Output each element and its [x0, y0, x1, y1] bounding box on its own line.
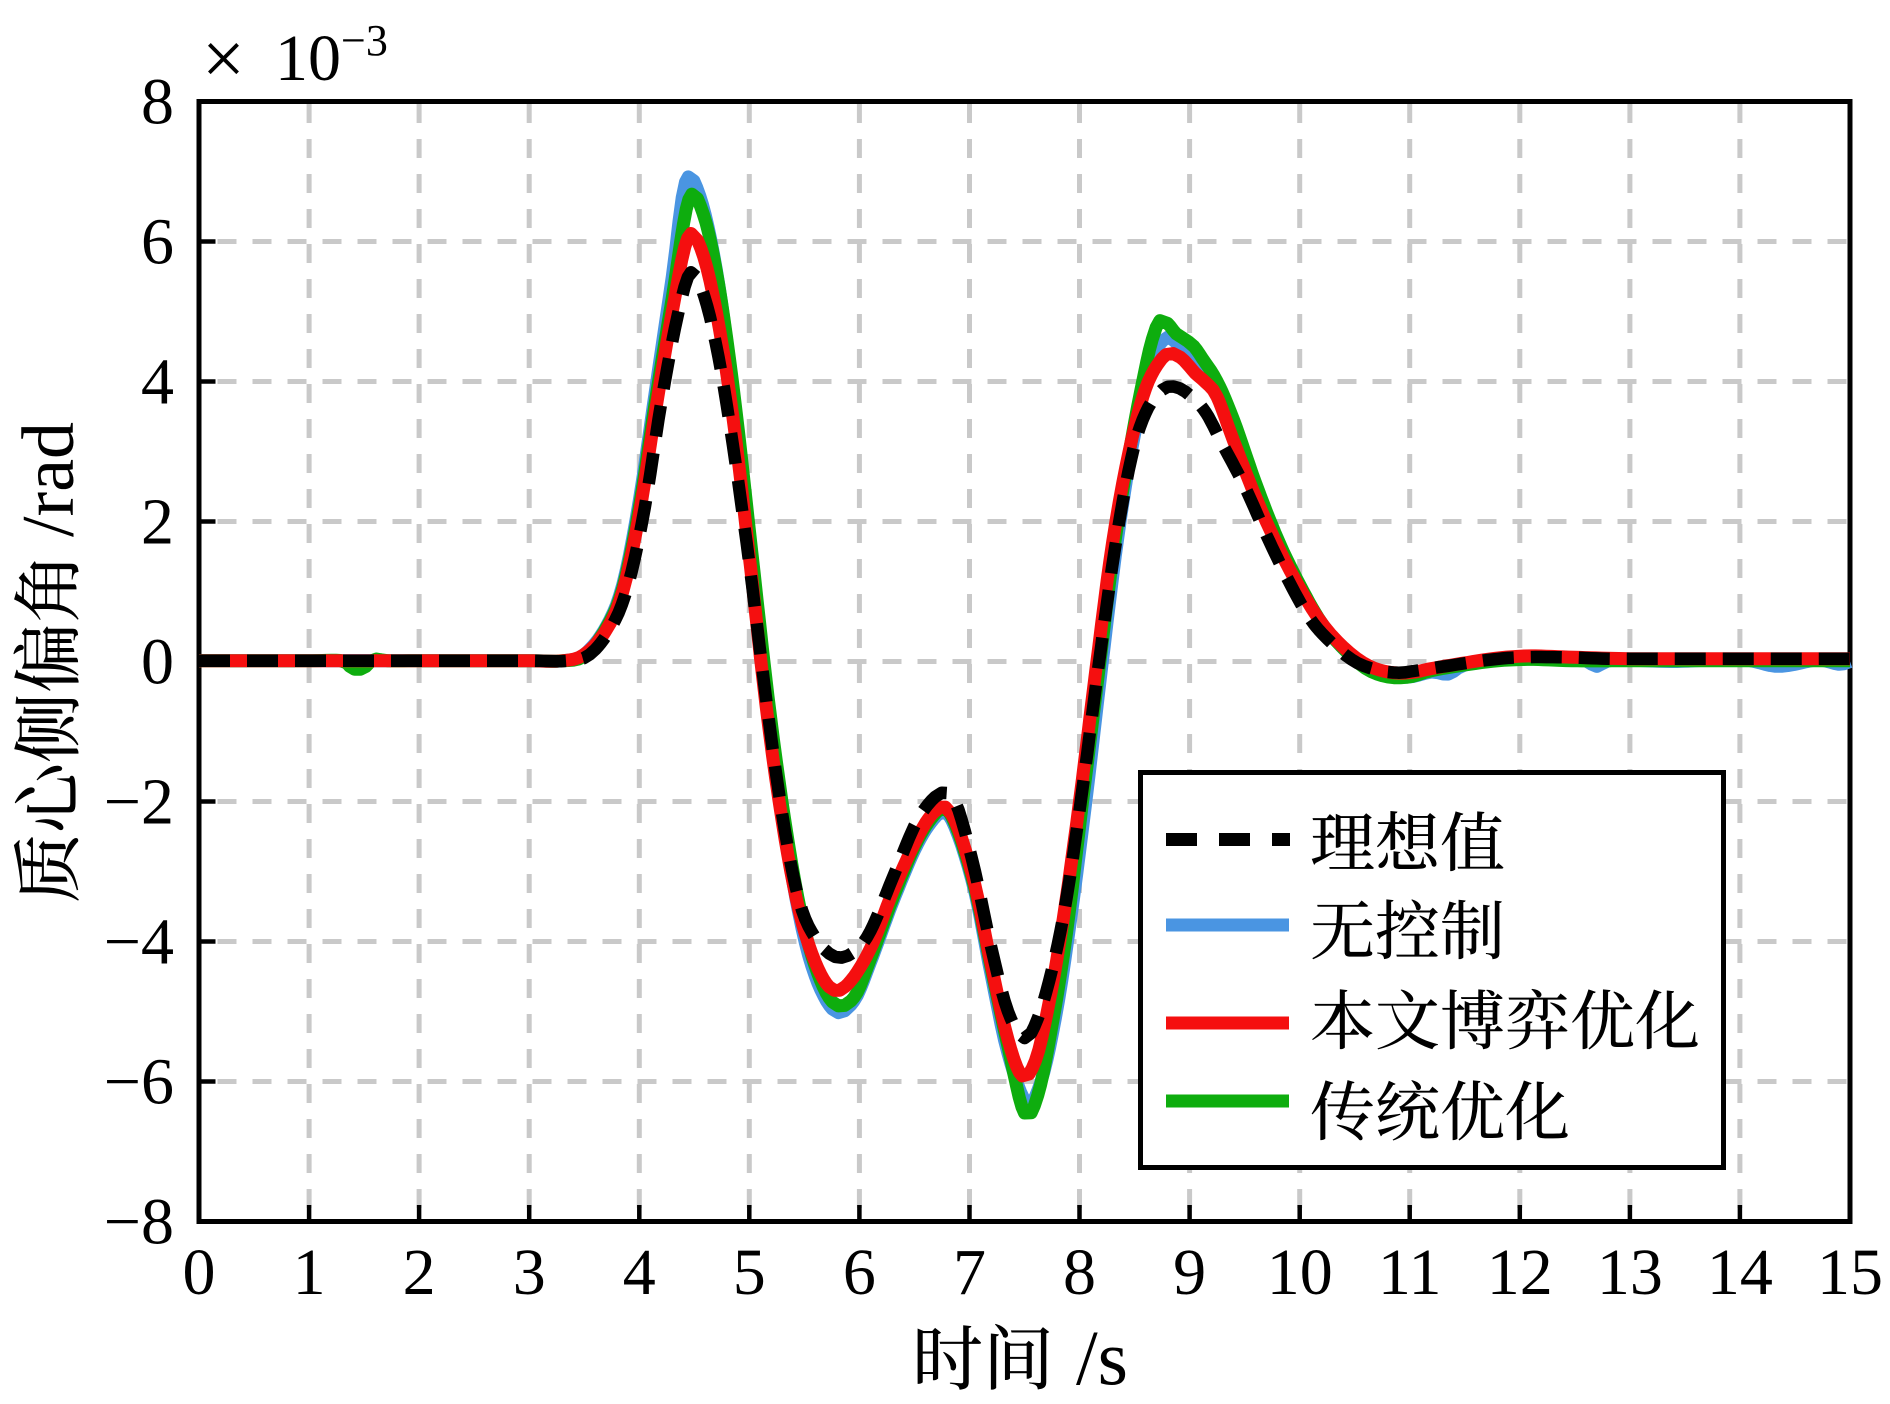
svg-text:10: 10 [1267, 1236, 1333, 1309]
svg-text:1: 1 [293, 1236, 326, 1309]
svg-text:9: 9 [1173, 1236, 1206, 1309]
svg-text:15: 15 [1817, 1236, 1883, 1309]
svg-text:5: 5 [733, 1236, 766, 1309]
svg-text:4: 4 [141, 346, 174, 419]
svg-text:2: 2 [403, 1236, 436, 1309]
svg-text:0: 0 [141, 626, 174, 699]
svg-text:6: 6 [141, 206, 174, 279]
svg-text:11: 11 [1378, 1236, 1442, 1309]
svg-text:−6: −6 [104, 1046, 174, 1119]
svg-text:3: 3 [513, 1236, 546, 1309]
svg-text:12: 12 [1487, 1236, 1553, 1309]
svg-text:−8: −8 [104, 1186, 174, 1259]
svg-text:2: 2 [141, 486, 174, 559]
svg-text:4: 4 [623, 1236, 656, 1309]
svg-text:/rad: /rad [8, 422, 90, 537]
svg-text:×: × [202, 17, 245, 101]
svg-text:7: 7 [953, 1236, 986, 1309]
svg-text:6: 6 [843, 1236, 876, 1309]
svg-text:8: 8 [141, 66, 174, 139]
svg-text:13: 13 [1597, 1236, 1663, 1309]
svg-text:/s: /s [1076, 1314, 1128, 1399]
svg-text:14: 14 [1707, 1236, 1773, 1309]
svg-text:−2: −2 [104, 766, 174, 839]
svg-text:0: 0 [183, 1236, 216, 1309]
svg-text:−4: −4 [104, 906, 174, 979]
svg-text:8: 8 [1063, 1236, 1096, 1309]
